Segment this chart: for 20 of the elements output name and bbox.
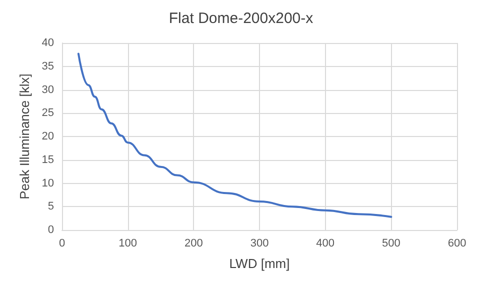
y-tick-label: 30 — [42, 84, 54, 96]
x-axis-title: LWD [mm] — [229, 256, 290, 271]
x-tick-label: 400 — [316, 238, 335, 250]
x-tick-label: 100 — [118, 238, 138, 250]
y-tick-label: 5 — [48, 200, 54, 213]
y-tick-label: 35 — [42, 60, 54, 72]
x-tick-label: 200 — [184, 238, 203, 250]
y-axis-title: Peak Illuminance [klx] — [16, 74, 32, 200]
y-tick-label: 25 — [42, 107, 54, 120]
x-tick-label: 500 — [382, 238, 400, 250]
chart-title: Flat Dome-200x200-x — [168, 10, 314, 27]
x-tick-label: 600 — [448, 238, 466, 250]
x-tick-label: 300 — [250, 238, 269, 250]
line-series — [77, 52, 392, 218]
y-tick-label: 20 — [42, 130, 54, 142]
y-tick-label: 10 — [42, 177, 54, 190]
y-tick-label: 15 — [42, 154, 54, 166]
y-tick-label: 0 — [48, 224, 54, 236]
y-tick-label: 40 — [42, 37, 54, 49]
x-tick-label: 0 — [58, 238, 66, 250]
